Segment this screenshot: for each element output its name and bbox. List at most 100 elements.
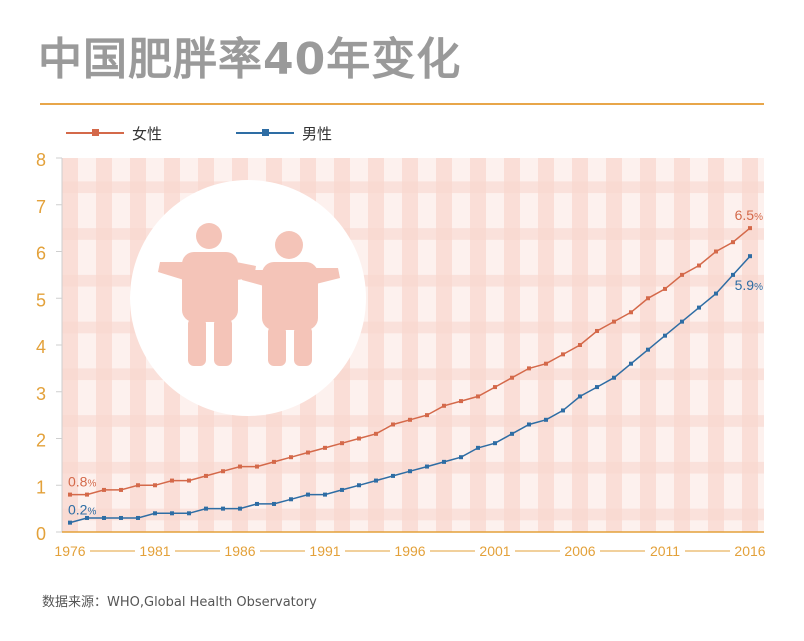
- plaid-stripe-v: [674, 158, 690, 532]
- plaid-stripe-h: [62, 274, 764, 287]
- data-point: [578, 394, 582, 399]
- data-point: [442, 403, 446, 408]
- data-point: [170, 478, 174, 483]
- plaid-stripe-h: [62, 228, 764, 240]
- data-point: [697, 305, 701, 310]
- data-point: [68, 520, 72, 525]
- legend-item-female: 女性: [66, 124, 163, 143]
- plaid-stripe-v: [368, 158, 384, 532]
- woman-arm: [316, 268, 340, 284]
- legend-swatch-male: [236, 129, 294, 136]
- data-point: [476, 394, 480, 399]
- data-point: [204, 506, 208, 511]
- data-point: [153, 483, 157, 488]
- woman-head: [275, 231, 303, 259]
- data-point: [323, 445, 327, 450]
- data-point: [629, 310, 633, 315]
- plaid-stripe-h: [62, 508, 764, 521]
- plaid-stripe-v: [436, 158, 452, 532]
- data-point: [306, 492, 310, 497]
- data-point: [510, 431, 514, 436]
- woman-body: [262, 262, 318, 330]
- plaid-stripe-v: [402, 158, 418, 532]
- man-leg: [188, 318, 206, 366]
- data-point: [272, 459, 276, 464]
- data-point: [221, 469, 225, 474]
- plaid-stripe-h: [62, 321, 764, 334]
- data-point: [425, 464, 429, 469]
- x-tick-label: 1976: [54, 543, 85, 559]
- y-tick-label: 3: [36, 384, 46, 404]
- x-tick-label: 1981: [139, 543, 170, 559]
- start-label-male: 0.2%: [68, 502, 96, 518]
- data-point: [238, 464, 242, 469]
- data-point: [646, 296, 650, 301]
- data-point: [340, 441, 344, 446]
- illustration-circle: [130, 180, 366, 416]
- plaid-stripe-h: [62, 415, 764, 427]
- data-point: [544, 417, 548, 422]
- data-point: [714, 291, 718, 296]
- plaid-stripe-v: [62, 158, 78, 532]
- plaid-stripe-v: [504, 158, 520, 532]
- data-point: [595, 328, 599, 333]
- data-point: [714, 249, 718, 254]
- data-point: [306, 450, 310, 455]
- data-point: [612, 375, 616, 380]
- data-point: [391, 473, 395, 478]
- data-point: [731, 240, 735, 245]
- data-point: [85, 515, 89, 520]
- legend-swatch-female: [66, 129, 124, 136]
- data-point: [459, 455, 463, 460]
- page-title: 中国肥胖率40年变化: [38, 34, 462, 85]
- data-point: [493, 385, 497, 390]
- x-tick-label: 2011: [650, 543, 680, 559]
- data-point: [493, 441, 497, 446]
- plaid-stripe-v: [640, 158, 656, 532]
- data-point: [68, 492, 72, 497]
- data-point: [340, 487, 344, 492]
- x-tick-label: 2006: [564, 543, 595, 559]
- data-point: [408, 417, 412, 422]
- plaid-stripe-v: [470, 158, 486, 532]
- data-point: [187, 511, 191, 516]
- data-point: [527, 422, 531, 427]
- data-point: [408, 469, 412, 474]
- data-point: [646, 347, 650, 352]
- x-tick-label: 2016: [734, 543, 765, 559]
- data-point: [748, 226, 752, 231]
- data-point: [204, 473, 208, 478]
- legend-label-female: 女性: [132, 124, 163, 143]
- end-label-female: 6.5%: [735, 207, 763, 223]
- data-point: [255, 464, 259, 469]
- data-point: [187, 478, 191, 483]
- data-point: [510, 375, 514, 380]
- data-point: [102, 515, 106, 520]
- x-tick-label: 1991: [309, 543, 340, 559]
- legend-label-male: 男性: [302, 124, 333, 143]
- x-tick-label: 2001: [479, 543, 510, 559]
- plaid-stripe-v: [96, 158, 112, 532]
- data-point: [748, 254, 752, 259]
- data-source: 数据来源：WHO,Global Health Observatory: [42, 595, 317, 610]
- plaid-stripe-h: [62, 181, 764, 194]
- y-tick-label: 5: [36, 290, 46, 310]
- data-point: [136, 515, 140, 520]
- data-point: [289, 455, 293, 460]
- data-point: [374, 431, 378, 436]
- data-point: [425, 413, 429, 418]
- y-tick-label: 0: [36, 524, 46, 544]
- y-tick-label: 4: [36, 337, 46, 357]
- y-tick-label: 8: [36, 150, 46, 170]
- man-arm: [158, 262, 184, 280]
- plaid-stripe-v: [742, 158, 758, 532]
- title-divider: [40, 103, 764, 105]
- man-leg: [214, 318, 232, 366]
- data-point: [595, 385, 599, 390]
- start-label-female: 0.8%: [68, 474, 96, 490]
- data-point: [442, 459, 446, 464]
- woman-leg: [294, 326, 312, 366]
- data-point: [119, 487, 123, 492]
- data-point: [119, 515, 123, 520]
- woman-leg: [268, 326, 286, 366]
